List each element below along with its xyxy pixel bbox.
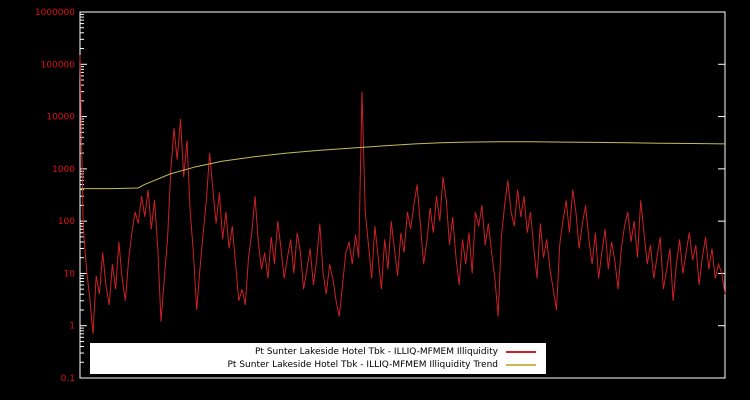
y-tick-label: 1 (69, 322, 75, 332)
y-tick-label: 10 (64, 269, 76, 279)
plot-frame (79, 11, 726, 379)
legend-line-sample-trend (506, 364, 536, 366)
legend-line-sample-illiquidity (506, 351, 536, 353)
y-tick-label: 10000 (46, 113, 75, 123)
legend: Pt Sunter Lakeside Hotel Tbk - ILLIQ-MFM… (90, 343, 546, 374)
legend-entry-illiquidity: Pt Sunter Lakeside Hotel Tbk - ILLIQ-MFM… (100, 346, 536, 358)
y-tick-label: 1000 (52, 165, 75, 175)
illiquidity-series-line (79, 55, 726, 334)
y-tick-label: 0.1 (61, 374, 75, 384)
illiquidity-trend-line (80, 141, 726, 190)
y-tick-label: 100 (58, 217, 75, 227)
legend-entry-trend: Pt Sunter Lakeside Hotel Tbk - ILLIQ-MFM… (100, 359, 536, 371)
legend-label-illiquidity: Pt Sunter Lakeside Hotel Tbk - ILLIQ-MFM… (255, 347, 498, 357)
y-tick-label: 100000 (41, 60, 76, 70)
legend-label-trend: Pt Sunter Lakeside Hotel Tbk - ILLIQ-MFM… (227, 360, 499, 370)
y-tick-label: 1000000 (35, 8, 75, 18)
